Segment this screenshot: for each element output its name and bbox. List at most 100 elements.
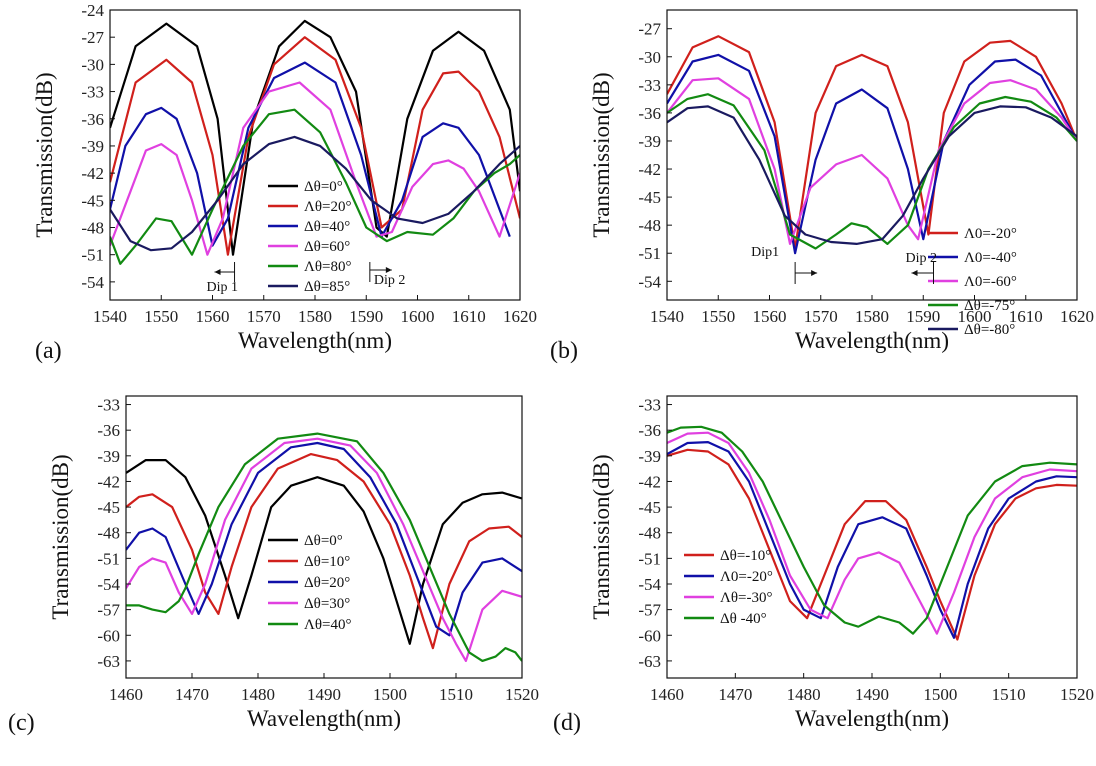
series-line xyxy=(110,108,520,265)
panel-1: 1540 1550 1560 1570 1580 1590 1600 1610 1620 -27 -… xyxy=(550,9,1094,364)
panel-0: 1540 1550 1560 1570 1580 1590 1600 1610 1620 -24 -… xyxy=(32,1,537,364)
y-tick-label: -39 xyxy=(638,447,661,466)
y-tick-label: -48 xyxy=(638,524,661,543)
y-tick-label: -24 xyxy=(81,1,104,20)
y-tick-label: -45 xyxy=(81,191,104,210)
series-line xyxy=(667,77,1077,245)
series-line xyxy=(110,36,520,256)
dip1-arrowhead xyxy=(811,270,818,276)
series-line xyxy=(667,425,1077,635)
panel-label: (c) xyxy=(8,710,35,736)
x-tick-label: 1610 xyxy=(452,307,486,326)
series-group xyxy=(110,19,520,265)
dip-annotations: Dip 1 Dip 2 xyxy=(207,262,405,295)
legend-label: Δθ=40° xyxy=(304,219,350,235)
y-tick-label: -42 xyxy=(81,164,104,183)
legend: Λ0=-20° Λ0=-40° Λ0=-60° Δθ=-75° Δθ=-80° xyxy=(928,226,1017,338)
y-tick-label: -60 xyxy=(638,626,661,645)
y-tick-label: -63 xyxy=(638,652,661,671)
legend-label: Δθ=85° xyxy=(304,279,350,295)
series-line xyxy=(126,453,522,650)
y-tick-label: -51 xyxy=(97,549,120,568)
y-tick-label: -45 xyxy=(97,498,120,517)
series-line xyxy=(667,105,1077,245)
x-tick-label: 1500 xyxy=(923,685,957,704)
x-tick-label: 1600 xyxy=(401,307,435,326)
legend-label: Δθ=30° xyxy=(304,596,350,612)
dip1-arrowhead xyxy=(214,269,221,275)
panel-label: (d) xyxy=(553,710,581,736)
series-line xyxy=(667,431,1077,635)
legend-label: Δθ=10° xyxy=(304,554,350,570)
x-tick-label: 1510 xyxy=(992,685,1026,704)
x-tick-label: 1480 xyxy=(787,685,821,704)
series-line xyxy=(126,459,522,645)
panel-label: (b) xyxy=(550,338,578,364)
x-tick-label: 1540 xyxy=(93,307,127,326)
y-axis-label: Transmission(dB) xyxy=(48,454,73,619)
x-tick-label: 1460 xyxy=(109,685,143,704)
legend-label: Δθ=0° xyxy=(304,179,343,195)
series-line xyxy=(667,93,1077,250)
x-tick-label: 1540 xyxy=(650,307,684,326)
legend-label: Λθ=-30° xyxy=(720,590,773,606)
x-tick-label: 1570 xyxy=(247,307,281,326)
y-tick-label: -57 xyxy=(97,601,120,620)
y-tick-label: -39 xyxy=(81,137,104,156)
y-tick-label: -36 xyxy=(638,421,661,440)
series-line xyxy=(667,35,1077,250)
x-tick-label: 1600 xyxy=(958,307,992,326)
y-tick-label: -27 xyxy=(81,28,104,47)
x-tick-label: 1610 xyxy=(1009,307,1043,326)
y-tick-label: -42 xyxy=(638,160,661,179)
panel-2: 1460 1470 1480 1490 1500 1510 1520 -33 -36 -39 -42… xyxy=(8,395,539,736)
x-tick-label: 1570 xyxy=(804,307,838,326)
x-tick-label: 1510 xyxy=(439,685,473,704)
x-tick-label: 1470 xyxy=(718,685,752,704)
legend-label: Δθ=0° xyxy=(304,533,343,549)
y-tick-label: -54 xyxy=(638,272,661,291)
y-tick-label: -45 xyxy=(638,188,661,207)
x-tick-label: 1580 xyxy=(855,307,889,326)
y-tick-label: -39 xyxy=(97,447,120,466)
x-tick-label: 1490 xyxy=(307,685,341,704)
y-tick-label: -51 xyxy=(638,549,661,568)
series-group xyxy=(667,425,1077,641)
y-tick-label: -30 xyxy=(81,55,104,74)
series-group xyxy=(126,432,522,662)
y-tick-label: -60 xyxy=(97,626,120,645)
series-group xyxy=(667,35,1077,255)
x-tick-label: 1620 xyxy=(503,307,537,326)
legend-label: Δθ=-10° xyxy=(720,548,771,564)
y-tick-label: -39 xyxy=(638,132,661,151)
y-tick-label: -33 xyxy=(97,396,120,415)
x-tick-label: 1480 xyxy=(241,685,275,704)
dip1-label: Dip1 xyxy=(751,245,779,260)
y-axis-label: Transmission(dB) xyxy=(589,72,614,237)
x-tick-label: 1590 xyxy=(349,307,383,326)
legend-label: Δθ=60° xyxy=(304,239,350,255)
x-tick-label: 1520 xyxy=(1060,685,1094,704)
x-tick-label: 1470 xyxy=(175,685,209,704)
y-axis-label: Transmission(dB) xyxy=(589,454,614,619)
y-tick-label: -33 xyxy=(638,76,661,95)
legend-label: Λθ=80° xyxy=(304,259,352,275)
x-tick-label: 1580 xyxy=(298,307,332,326)
dip2-arrowhead xyxy=(911,270,918,276)
y-tick-label: -54 xyxy=(97,575,120,594)
y-tick-label: -33 xyxy=(81,83,104,102)
x-tick-label: 1500 xyxy=(373,685,407,704)
series-line xyxy=(126,437,522,662)
y-tick-label: -42 xyxy=(97,472,120,491)
legend: Δθ=0° Λθ=20° Δθ=40° Δθ=60° Λθ=80° Δθ=85° xyxy=(268,179,352,295)
legend-label: Λ0=-20° xyxy=(964,226,1017,242)
panel-label: (a) xyxy=(35,338,62,364)
y-tick-label: -48 xyxy=(81,219,104,238)
y-tick-label: -48 xyxy=(638,216,661,235)
y-tick-label: -48 xyxy=(97,524,120,543)
plot-frame xyxy=(109,9,521,301)
x-tick-label: 1490 xyxy=(855,685,889,704)
x-axis-label: Wavelength(nm) xyxy=(795,328,949,353)
legend-label: Δθ -40° xyxy=(720,611,767,627)
